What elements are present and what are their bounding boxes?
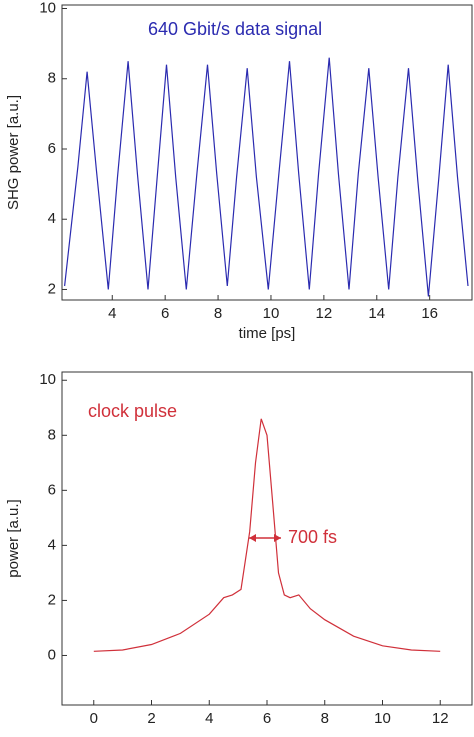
y-tick-label: 2	[48, 591, 56, 608]
x-tick-label: 2	[147, 710, 155, 727]
arrow-head	[249, 534, 281, 542]
y-tick-label: 10	[39, 0, 56, 16]
x-tick-label: 0	[90, 710, 98, 727]
chart-title: clock pulse	[88, 401, 177, 421]
y-axis-label: SHG power [a.u.]	[5, 95, 22, 210]
plot-frame	[61, 4, 473, 301]
x-tick-label: 16	[421, 305, 438, 322]
y-tick-label: 10	[39, 371, 56, 388]
x-tick-label: 12	[316, 305, 333, 322]
y-tick-label: 0	[48, 646, 56, 663]
y-tick-label: 6	[48, 140, 56, 157]
x-tick-label: 6	[263, 710, 271, 727]
x-tick-label: 4	[108, 305, 116, 322]
data-line	[64, 57, 469, 297]
y-tick-label: 4	[48, 210, 56, 227]
x-tick-label: 12	[432, 710, 449, 727]
y-tick-label: 4	[48, 536, 56, 553]
x-tick-label: 8	[321, 710, 329, 727]
chart-title: 640 Gbit/s data signal	[148, 19, 322, 39]
y-tick-label: 6	[48, 481, 56, 498]
x-tick-label: 14	[368, 305, 385, 322]
x-tick-label: 10	[374, 710, 391, 727]
x-tick-label: 4	[205, 710, 213, 727]
x-tick-label: 10	[263, 305, 280, 322]
y-tick-label: 8	[48, 426, 56, 443]
y-tick-label: 2	[48, 280, 56, 297]
data-line	[93, 418, 441, 652]
x-tick-label: 8	[214, 305, 222, 322]
y-tick-label: 8	[48, 70, 56, 87]
y-axis-label: power [a.u.]	[5, 499, 22, 577]
x-axis-label: time [ps]	[239, 325, 296, 342]
annotation: 700 fs	[288, 527, 337, 547]
x-tick-label: 6	[161, 305, 169, 322]
